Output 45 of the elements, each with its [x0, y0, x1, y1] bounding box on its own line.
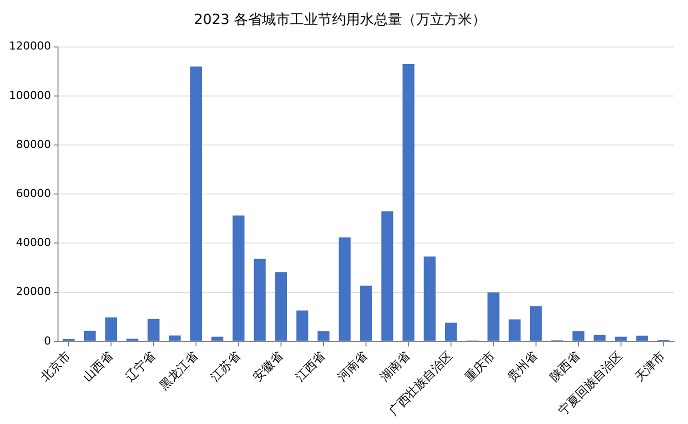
y-tick-label: 120000 — [8, 40, 51, 53]
bar — [636, 336, 648, 341]
bar — [530, 306, 542, 341]
bar — [424, 256, 436, 341]
x-tick-label: 江西省 — [292, 348, 328, 384]
y-tick-label: 40000 — [16, 236, 51, 250]
bar — [445, 322, 457, 341]
y-tick-label: 60000 — [16, 186, 51, 200]
y-tick-label: 0 — [44, 334, 51, 348]
bar — [296, 310, 308, 341]
x-tick-label: 湖南省 — [377, 348, 413, 384]
x-tick-label: 黑龙江省 — [156, 348, 200, 393]
bar — [275, 272, 287, 341]
x-tick-label: 贵州省 — [504, 348, 540, 384]
bar — [84, 330, 96, 341]
bar — [232, 215, 244, 341]
x-tick-label: 陕西省 — [547, 348, 583, 384]
x-tick-label: 山西省 — [80, 348, 116, 384]
x-tick-label: 重庆市 — [462, 348, 498, 384]
x-tick-label: 天津市 — [632, 348, 668, 384]
bar — [572, 331, 584, 341]
bar — [338, 237, 351, 341]
x-tick-label: 辽宁省 — [122, 348, 158, 384]
chart-title: 2023 各省城市工业节约用水总量（万立方米） — [194, 12, 486, 28]
bar — [360, 286, 372, 341]
bar — [148, 318, 160, 341]
x-tick-label: 北京市 — [38, 348, 73, 384]
bar — [381, 211, 394, 341]
x-tick-label: 安徽省 — [250, 348, 286, 384]
bar — [318, 331, 330, 341]
y-tick-label: 100000 — [8, 88, 51, 102]
x-tick-label: 江苏省 — [208, 348, 243, 384]
y-tick-label: 80000 — [16, 138, 51, 151]
bar — [211, 336, 224, 341]
bar — [594, 335, 606, 341]
bar — [614, 336, 627, 341]
bar — [168, 336, 181, 341]
bar — [190, 66, 202, 341]
y-tick-label: 20000 — [16, 285, 51, 298]
bar — [105, 317, 118, 341]
bar — [508, 319, 521, 341]
bar — [402, 64, 414, 341]
bar — [488, 292, 500, 341]
bar — [254, 258, 266, 341]
x-tick-label: 河南省 — [334, 348, 370, 384]
